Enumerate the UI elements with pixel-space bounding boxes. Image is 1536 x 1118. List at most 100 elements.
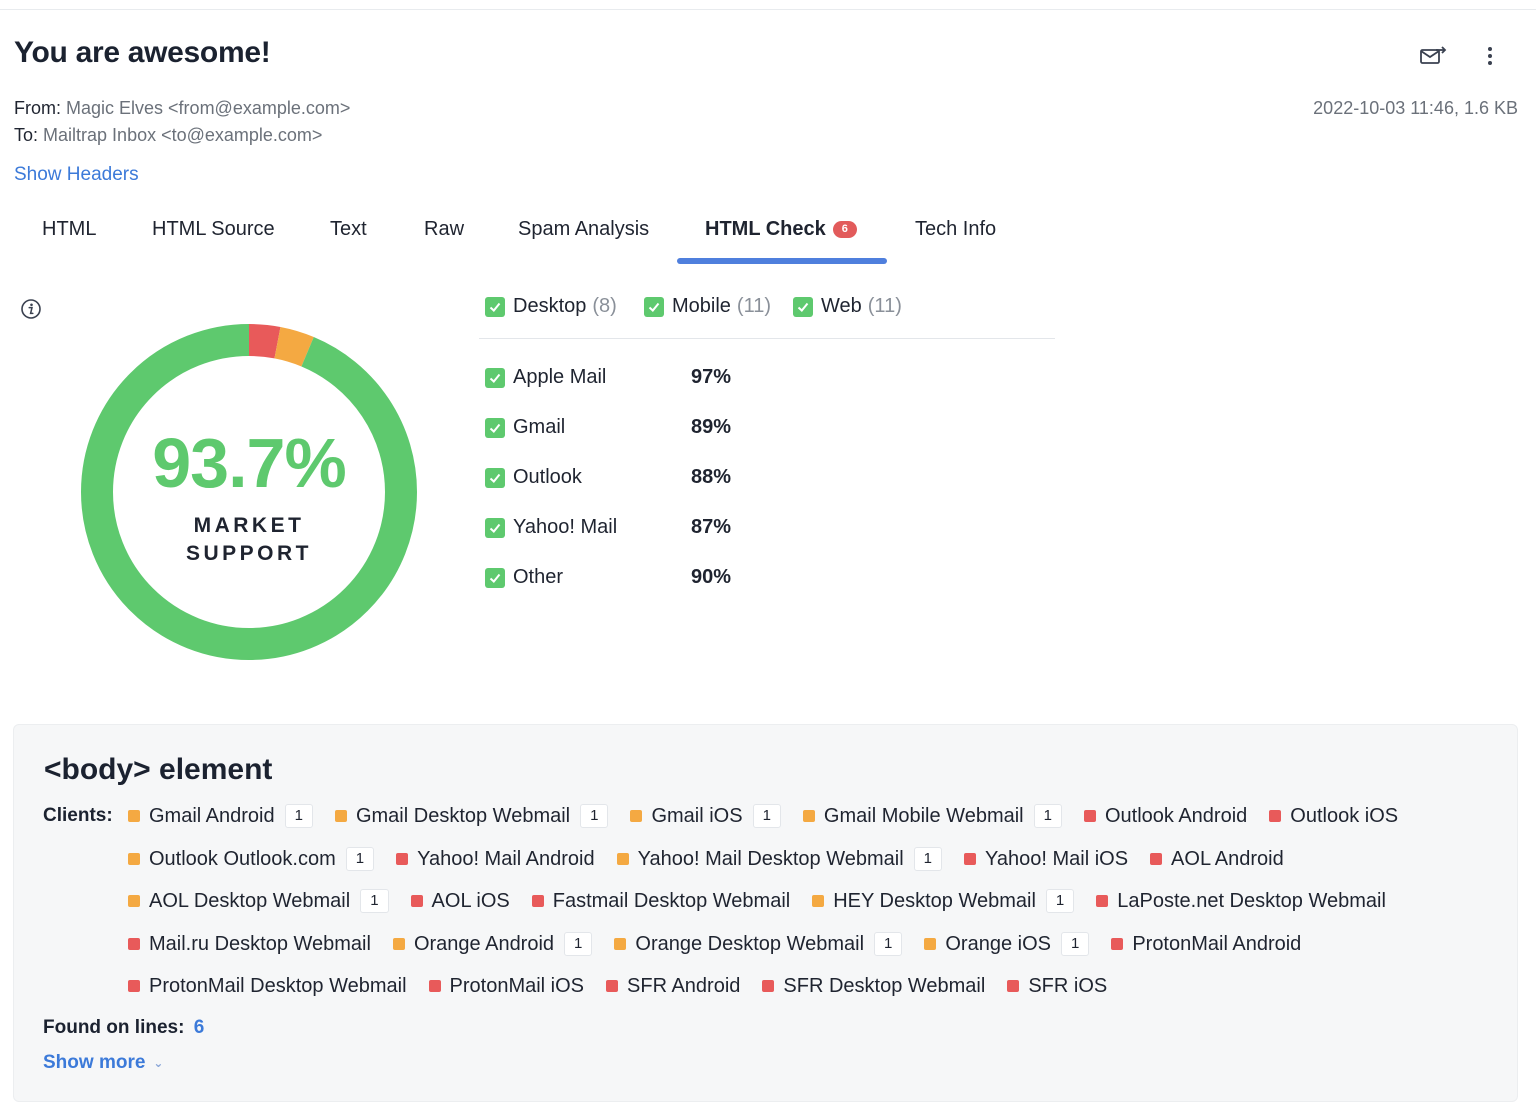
envelope-forward-icon (1420, 46, 1447, 64)
client-chip: AOL iOS (410, 888, 510, 914)
client-chip-name: Orange Desktop Webmail (635, 932, 865, 955)
filter-divider (479, 338, 1055, 339)
client-toggle-outlook[interactable]: Outlook (485, 466, 582, 489)
client-chip-count: 1 (360, 889, 389, 913)
client-chip: Gmail Desktop Webmail 1 (334, 803, 609, 829)
checkbox-checked-icon (485, 467, 505, 488)
market-support-donut (81, 324, 417, 660)
filter-web[interactable]: Web (11) (793, 295, 902, 318)
client-chip-name: AOL iOS (431, 889, 510, 912)
client-chip-name: ProtonMail Android (1132, 932, 1302, 955)
filter-mobile[interactable]: Mobile (11) (644, 295, 771, 318)
client-chip: AOL Android (1150, 846, 1284, 872)
checkbox-checked-icon (485, 567, 505, 588)
filter-label: Web (821, 295, 862, 317)
client-score-row: Gmail 89% (485, 416, 745, 440)
client-score-row: Yahoo! Mail 87% (485, 516, 745, 540)
filter-desktop[interactable]: Desktop (8) (485, 295, 617, 318)
client-chip: Orange iOS 1 (924, 931, 1090, 957)
filter-label: Desktop (513, 295, 587, 317)
checkbox-checked-icon (485, 417, 505, 438)
client-chip-count: 1 (913, 847, 943, 871)
from-line: From: Magic Elves <from@example.com> (14, 98, 350, 119)
client-chip-name: SFR Android (627, 974, 741, 997)
more-options-button[interactable] (1474, 40, 1506, 72)
client-chip-name: AOL Desktop Webmail (149, 889, 351, 912)
client-chip-name: Yahoo! Mail iOS (985, 847, 1129, 870)
to-line: To: Mailtrap Inbox <to@example.com> (14, 125, 322, 146)
client-chip-count: 1 (345, 847, 375, 871)
client-percent: 97% (691, 366, 732, 388)
client-chip: Gmail iOS 1 (630, 803, 781, 829)
status-dot-icon (334, 810, 347, 822)
client-chip-count: 1 (284, 804, 313, 828)
client-chip-name: Fastmail Desktop Webmail (552, 889, 791, 912)
issue-count-badge: 6 (832, 221, 857, 238)
client-toggle-gmail[interactable]: Gmail (485, 416, 565, 439)
from-value: Magic Elves <from@example.com> (66, 98, 351, 118)
status-dot-icon (128, 810, 140, 822)
client-chip-count: 1 (752, 804, 781, 828)
found-line-number[interactable]: 6 (193, 1017, 205, 1038)
tab-html-source[interactable]: HTML Source (152, 218, 275, 241)
client-toggle-apple-mail[interactable]: Apple Mail (485, 366, 606, 389)
info-icon[interactable] (20, 298, 42, 320)
client-chip-name: Orange Android (413, 932, 555, 955)
client-chip-name: AOL Android (1171, 847, 1284, 870)
market-support-label-line2: SUPPORT (185, 542, 312, 565)
client-name: Gmail (513, 416, 566, 438)
status-dot-icon (531, 895, 544, 907)
tab-html-check[interactable]: HTML Check 6 (705, 218, 857, 241)
checkbox-checked-icon (793, 296, 813, 317)
client-chip: Mail.ru Desktop Webmail (128, 931, 371, 957)
client-chip-name: Gmail Mobile Webmail (823, 804, 1024, 827)
email-subject: You are awesome! (14, 36, 271, 69)
status-dot-icon (630, 810, 643, 822)
tab-tech-info[interactable]: Tech Info (915, 218, 996, 241)
tab-label: Spam Analysis (518, 218, 650, 240)
client-chip-count: 1 (1045, 889, 1075, 913)
client-chip-name: Yahoo! Mail Desktop Webmail (637, 847, 904, 870)
tab-label: HTML Source (152, 218, 275, 240)
client-chip-count: 1 (1033, 804, 1062, 828)
issue-panel-body-element: <body> element Clients: Gmail Android 1 Gm… (13, 724, 1518, 1102)
checkbox-checked-icon (644, 296, 664, 317)
client-chip: Yahoo! Mail Android (396, 846, 595, 872)
client-chip: AOL Desktop Webmail 1 (128, 888, 389, 914)
client-name: Outlook (513, 466, 582, 488)
client-score-row: Outlook 88% (485, 466, 745, 490)
client-chip: Yahoo! Mail Desktop Webmail 1 (616, 846, 943, 872)
status-dot-icon (1269, 810, 1282, 822)
client-toggle-yahoo-mail[interactable]: Yahoo! Mail (485, 516, 617, 539)
client-chip: Outlook iOS (1269, 803, 1398, 829)
tab-label: Raw (424, 218, 465, 240)
tab-text[interactable]: Text (330, 218, 367, 241)
found-on-lines: Found on lines: 6 (43, 1017, 204, 1039)
status-dot-icon (428, 980, 441, 992)
show-more-button[interactable]: Show more ⌄ (43, 1052, 163, 1074)
tab-html[interactable]: HTML (42, 218, 96, 241)
client-name: Other (513, 566, 564, 588)
client-chip-name: Outlook iOS (1290, 804, 1399, 827)
client-chip-count: 1 (580, 804, 609, 828)
donut-segment-supported (81, 324, 417, 660)
tab-raw[interactable]: Raw (424, 218, 464, 241)
status-dot-icon (964, 853, 977, 865)
status-dot-icon (1150, 853, 1163, 865)
tab-spam-analysis[interactable]: Spam Analysis (518, 218, 649, 241)
client-chip-name: Gmail iOS (651, 804, 743, 827)
client-chip: SFR Android (606, 973, 740, 999)
forward-email-button[interactable] (1417, 40, 1449, 72)
status-dot-icon (128, 980, 140, 992)
client-chip-name: ProtonMail Desktop Webmail (149, 974, 407, 997)
client-chip: ProtonMail Android (1111, 931, 1301, 957)
to-value: Mailtrap Inbox <to@example.com> (43, 125, 323, 145)
show-headers-link[interactable]: Show Headers (14, 164, 139, 185)
clients-label: Clients: (43, 805, 113, 826)
client-chip-name: Gmail Android (149, 804, 275, 827)
client-toggle-other[interactable]: Other (485, 566, 563, 589)
client-percent: 88% (691, 466, 732, 488)
active-tab-indicator (677, 258, 887, 264)
client-chip-name: Yahoo! Mail Android (417, 847, 595, 870)
client-score-row: Other 90% (485, 566, 745, 590)
